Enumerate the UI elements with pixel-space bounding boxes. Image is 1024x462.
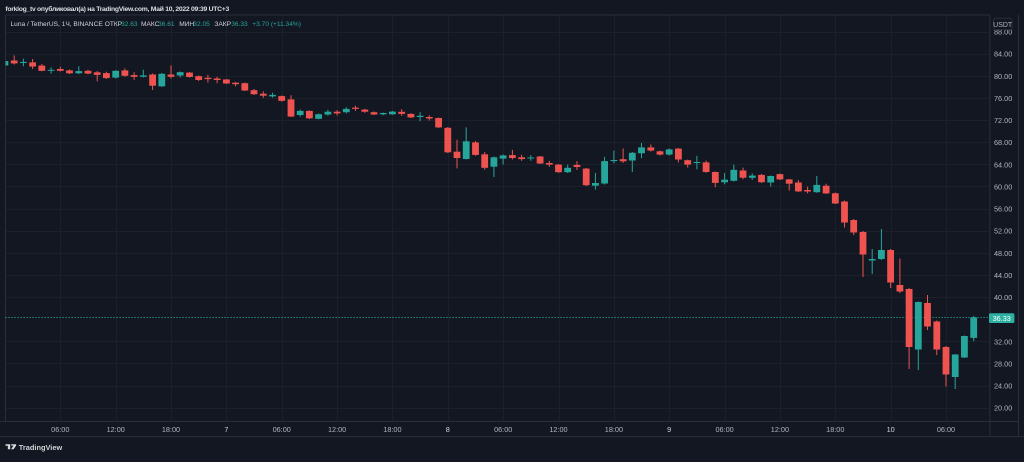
svg-text:МИН: МИН xyxy=(179,21,194,28)
svg-text:44.00: 44.00 xyxy=(994,271,1012,280)
svg-text:18:00: 18:00 xyxy=(605,425,623,434)
svg-text:ОТКР: ОТКР xyxy=(105,21,123,28)
svg-text:36.61: 36.61 xyxy=(158,21,175,28)
svg-text:52.00: 52.00 xyxy=(994,227,1012,236)
svg-text:TradingView: TradingView xyxy=(19,443,63,452)
svg-text:8: 8 xyxy=(446,425,450,434)
svg-text:64.00: 64.00 xyxy=(994,160,1012,169)
svg-text:+3.70 (+11.34%): +3.70 (+11.34%) xyxy=(252,21,301,28)
svg-text:18:00: 18:00 xyxy=(826,425,844,434)
svg-text:12:00: 12:00 xyxy=(549,425,567,434)
svg-text:76.00: 76.00 xyxy=(994,94,1012,103)
svg-text:20.00: 20.00 xyxy=(994,404,1012,413)
svg-text:06:00: 06:00 xyxy=(51,425,69,434)
svg-text:32.05: 32.05 xyxy=(193,21,210,28)
svg-text:18:00: 18:00 xyxy=(383,425,401,434)
svg-text:60.00: 60.00 xyxy=(994,182,1012,191)
svg-text:80.00: 80.00 xyxy=(994,72,1012,81)
svg-text:48.00: 48.00 xyxy=(994,249,1012,258)
svg-text:32.00: 32.00 xyxy=(994,337,1012,346)
svg-text:9: 9 xyxy=(667,425,671,434)
svg-text:36.33: 36.33 xyxy=(993,314,1011,323)
svg-text:12:00: 12:00 xyxy=(328,425,346,434)
svg-text:68.00: 68.00 xyxy=(994,138,1012,147)
svg-text:06:00: 06:00 xyxy=(715,425,733,434)
svg-text:МАКС: МАКС xyxy=(141,21,160,28)
svg-text:72.00: 72.00 xyxy=(994,116,1012,125)
svg-text:ЗАКР: ЗАКР xyxy=(214,21,231,28)
svg-text:10: 10 xyxy=(887,425,895,434)
svg-text:24.00: 24.00 xyxy=(994,382,1012,391)
svg-text:12:00: 12:00 xyxy=(107,425,125,434)
svg-text:36.33: 36.33 xyxy=(231,21,248,28)
svg-text:56.00: 56.00 xyxy=(994,205,1012,214)
svg-text:06:00: 06:00 xyxy=(937,425,955,434)
svg-text:06:00: 06:00 xyxy=(273,425,291,434)
svg-text:32.63: 32.63 xyxy=(121,21,138,28)
svg-text:USDT: USDT xyxy=(993,22,1013,29)
svg-text:forklog_tv опубликовал(а) на T: forklog_tv опубликовал(а) на TradingView… xyxy=(5,5,229,13)
svg-text:88.00: 88.00 xyxy=(994,28,1012,37)
svg-text:7: 7 xyxy=(224,425,228,434)
svg-text:28.00: 28.00 xyxy=(994,359,1012,368)
svg-text:40.00: 40.00 xyxy=(994,293,1012,302)
svg-text:18:00: 18:00 xyxy=(162,425,180,434)
svg-text:06:00: 06:00 xyxy=(494,425,512,434)
svg-text:Luna / TetherUS, 1Ч, BINANCE: Luna / TetherUS, 1Ч, BINANCE xyxy=(11,21,104,28)
svg-text:84.00: 84.00 xyxy=(994,50,1012,59)
svg-text:12:00: 12:00 xyxy=(771,425,789,434)
